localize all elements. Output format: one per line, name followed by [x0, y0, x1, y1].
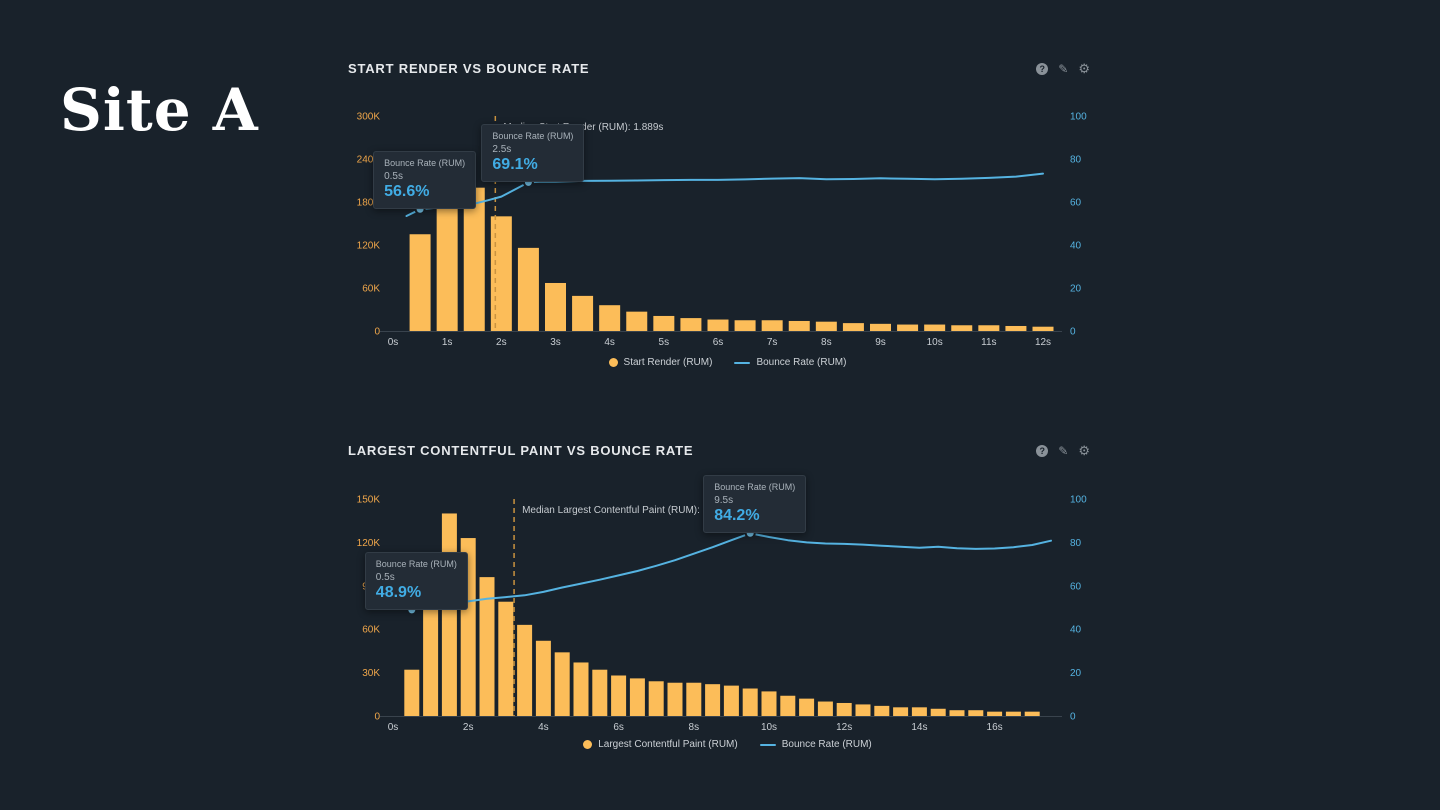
- svg-text:4s: 4s: [538, 722, 549, 733]
- svg-text:20: 20: [1070, 284, 1082, 295]
- legend-label: Largest Contentful Paint (RUM): [598, 739, 738, 750]
- chart-legend: Start Render (RUM) Bounce Rate (RUM): [340, 357, 1115, 368]
- svg-text:Median Start Render (RUM): 1.8: Median Start Render (RUM): 1.889s: [503, 122, 663, 133]
- chart-panel-lcp: LARGEST CONTENTFUL PAINT VS BOUNCE RATE …: [340, 437, 1115, 767]
- line-swatch-icon: [759, 743, 776, 746]
- svg-text:6s: 6s: [613, 722, 624, 733]
- svg-text:0s: 0s: [388, 722, 399, 733]
- bar-swatch-icon: [608, 358, 618, 367]
- svg-text:90K: 90K: [362, 581, 380, 592]
- svg-text:5s: 5s: [659, 337, 670, 348]
- legend-item-bar-series[interactable]: Start Render (RUM): [608, 357, 713, 368]
- chart-canvas[interactable]: 0 30K 60K 90K 120K 150K 0 20 40 60 80 100 0s 2s 4s 6s 8s…: [340, 475, 1115, 744]
- chart-title: START RENDER VS BOUNCE RATE: [348, 61, 590, 76]
- help-icon[interactable]: ?: [1036, 444, 1049, 457]
- legend-label: Start Render (RUM): [623, 357, 713, 368]
- svg-text:10s: 10s: [927, 337, 943, 348]
- svg-text:0: 0: [374, 327, 380, 338]
- svg-text:12s: 12s: [836, 722, 852, 733]
- svg-text:2s: 2s: [496, 337, 507, 348]
- svg-text:3s: 3s: [550, 337, 561, 348]
- svg-text:0s: 0s: [388, 337, 399, 348]
- svg-text:120K: 120K: [357, 538, 381, 549]
- svg-text:40: 40: [1070, 625, 1082, 636]
- svg-text:100: 100: [1070, 495, 1087, 506]
- svg-text:240K: 240K: [357, 155, 381, 166]
- line-swatch-icon: [734, 361, 751, 364]
- svg-text:0: 0: [1070, 712, 1076, 723]
- svg-text:1s: 1s: [442, 337, 453, 348]
- chart-svg: 0 30K 60K 90K 120K 150K 0 20 40 60 80 100 0s 2s 4s 6s 8s…: [357, 495, 1087, 734]
- svg-text:40: 40: [1070, 241, 1082, 252]
- legend-item-bar-series[interactable]: Largest Contentful Paint (RUM): [583, 739, 738, 750]
- svg-text:150K: 150K: [357, 495, 381, 506]
- chart-title: LARGEST CONTENTFUL PAINT VS BOUNCE RATE: [348, 443, 694, 458]
- svg-text:80: 80: [1070, 155, 1082, 166]
- legend-label: Bounce Rate (RUM): [756, 357, 847, 368]
- edit-icon[interactable]: ✎: [1058, 443, 1069, 458]
- svg-text:180K: 180K: [357, 198, 381, 209]
- svg-text:10s: 10s: [761, 722, 777, 733]
- svg-text:0: 0: [374, 712, 380, 723]
- chart-canvas[interactable]: 0 60K 120K 180K 240K 300K 0 20 40 60 80 100 0s 1s 2s 3s…: [340, 100, 1115, 362]
- svg-text:0: 0: [1070, 327, 1076, 338]
- svg-text:60: 60: [1070, 581, 1082, 592]
- svg-text:300K: 300K: [357, 112, 381, 123]
- svg-text:12s: 12s: [1035, 337, 1051, 348]
- svg-text:4s: 4s: [604, 337, 615, 348]
- settings-icon[interactable]: ⚙: [1078, 61, 1090, 76]
- bar-swatch-icon: [583, 740, 593, 749]
- svg-text:80: 80: [1070, 538, 1082, 549]
- legend-label: Bounce Rate (RUM): [781, 739, 872, 750]
- svg-text:8s: 8s: [689, 722, 700, 733]
- svg-text:100: 100: [1070, 112, 1087, 123]
- svg-text:60: 60: [1070, 198, 1082, 209]
- help-icon[interactable]: ?: [1036, 62, 1049, 75]
- chart-panel-start-render: START RENDER VS BOUNCE RATE ? ✎ ⚙ 0 60K 12…: [340, 55, 1115, 385]
- svg-text:14s: 14s: [911, 722, 927, 733]
- settings-icon[interactable]: ⚙: [1078, 443, 1090, 458]
- svg-text:120K: 120K: [357, 241, 381, 252]
- svg-text:2s: 2s: [463, 722, 474, 733]
- svg-text:20: 20: [1070, 668, 1082, 679]
- svg-text:Median Largest Contentful Pain: Median Largest Contentful Paint (RUM): 3…: [522, 505, 727, 516]
- site-title: Site A: [60, 76, 259, 144]
- svg-text:7s: 7s: [767, 337, 778, 348]
- legend-item-line-series[interactable]: Bounce Rate (RUM): [759, 739, 872, 750]
- chart-legend: Largest Contentful Paint (RUM) Bounce Ra…: [340, 739, 1115, 750]
- svg-text:11s: 11s: [981, 337, 996, 348]
- svg-text:60K: 60K: [362, 284, 380, 295]
- svg-text:6s: 6s: [713, 337, 724, 348]
- edit-icon[interactable]: ✎: [1058, 61, 1069, 76]
- chart-svg: 0 60K 120K 180K 240K 300K 0 20 40 60 80 100 0s 1s 2s 3s…: [357, 112, 1087, 349]
- svg-text:30K: 30K: [362, 668, 380, 679]
- svg-text:60K: 60K: [362, 625, 380, 636]
- svg-text:9s: 9s: [875, 337, 886, 348]
- legend-item-line-series[interactable]: Bounce Rate (RUM): [734, 357, 846, 368]
- svg-text:8s: 8s: [821, 337, 832, 348]
- svg-text:16s: 16s: [987, 722, 1003, 733]
